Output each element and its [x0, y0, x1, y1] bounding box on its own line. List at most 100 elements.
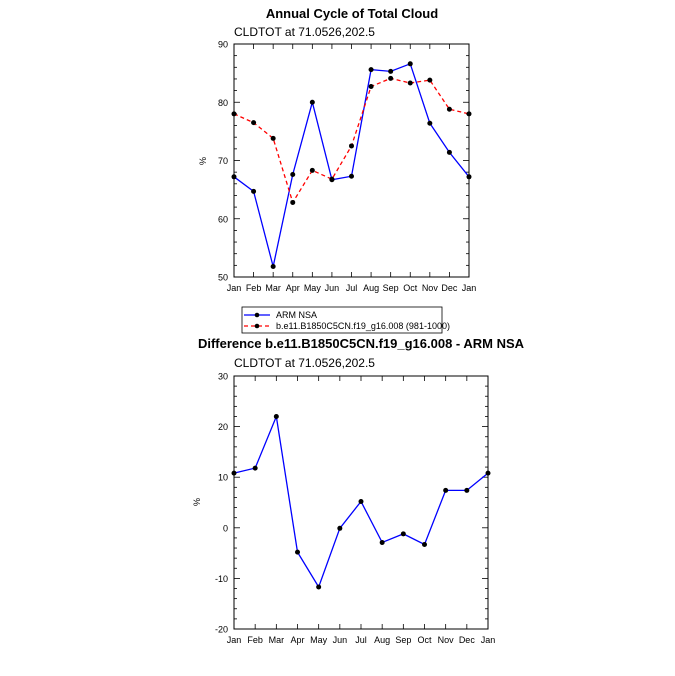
- chart-subtitle: CLDTOT at 71.0526,202.5: [234, 25, 375, 39]
- x-tick-label: Apr: [290, 635, 304, 645]
- data-point: [388, 75, 394, 81]
- data-point: [270, 264, 276, 270]
- data-point: [407, 80, 413, 86]
- data-point: [337, 525, 343, 531]
- data-point: [358, 498, 364, 504]
- data-point: [443, 487, 449, 493]
- x-tick-label: Feb: [246, 283, 262, 293]
- x-tick-labels: Jan Feb Mar Apr May Jun Jul Aug Sep Oct Nov Dec Jan: [227, 283, 477, 293]
- series-group: [231, 413, 491, 590]
- annual-cycle-chart: Annual Cycle of Total Cloud CLDTOT at 71…: [198, 6, 477, 334]
- data-point: [446, 106, 452, 112]
- data-point: [349, 143, 354, 149]
- legend-marker-arm: [254, 312, 260, 318]
- x-tick-label: Nov: [438, 635, 455, 645]
- chart-subtitle: CLDTOT at 71.0526,202.5: [234, 356, 375, 370]
- series-group: [231, 61, 472, 270]
- x-tick-label: Sep: [395, 635, 411, 645]
- data-point: [316, 584, 322, 590]
- data-point: [309, 167, 315, 173]
- x-tick-label: May: [304, 283, 322, 293]
- data-point: [231, 470, 237, 476]
- data-point: [251, 120, 257, 126]
- data-point: [295, 549, 300, 555]
- x-tick-label: Jan: [481, 635, 496, 645]
- x-tick-label: Aug: [374, 635, 390, 645]
- x-tick-label: Sep: [383, 283, 399, 293]
- series-line-0: [233, 62, 470, 267]
- y-tick-label: 70: [218, 156, 228, 166]
- data-point: [446, 149, 452, 155]
- data-point: [400, 531, 406, 537]
- data-point: [231, 111, 237, 117]
- x-tick-label: May: [310, 635, 328, 645]
- chart-title: Difference b.e11.B1850C5CN.f19_g16.008 -…: [198, 336, 525, 351]
- y-axis-label: %: [198, 157, 208, 165]
- data-point: [485, 470, 491, 476]
- y-tick-label: -10: [215, 574, 228, 584]
- data-point: [329, 176, 335, 182]
- y-tick-label: 30: [218, 372, 228, 382]
- data-point: [427, 77, 433, 83]
- x-tick-label: Jan: [227, 283, 242, 293]
- x-tick-label: Jul: [346, 283, 358, 293]
- x-tick-label: Oct: [417, 635, 432, 645]
- y-tick-label: 80: [218, 98, 228, 108]
- difference-chart: Difference b.e11.B1850C5CN.f19_g16.008 -…: [192, 336, 525, 645]
- x-tick-label: Mar: [265, 283, 281, 293]
- x-tick-label: Jan: [462, 283, 477, 293]
- x-tick-label: Apr: [286, 283, 300, 293]
- y-tick-label: -20: [215, 625, 228, 635]
- tick-marks: [233, 375, 489, 630]
- y-tick-label: 50: [218, 273, 228, 283]
- x-tick-label: Oct: [403, 283, 418, 293]
- x-tick-labels: Jan Feb Mar Apr May Jun Jul Aug Sep Oct Nov Dec Jan: [227, 635, 496, 645]
- y-tick-labels: 50 60 70 80 90: [218, 40, 228, 283]
- y-tick-label: 10: [218, 473, 228, 483]
- data-point: [464, 487, 470, 493]
- data-point: [309, 99, 315, 105]
- x-tick-label: Dec: [459, 635, 476, 645]
- data-point: [368, 84, 374, 90]
- data-point: [290, 171, 296, 177]
- y-tick-label: 20: [218, 422, 228, 432]
- data-point: [349, 173, 354, 179]
- x-tick-label: Feb: [247, 635, 263, 645]
- y-tick-labels: -20 -10 0 10 20 30: [215, 372, 228, 635]
- data-point: [368, 67, 374, 73]
- data-point: [290, 199, 296, 205]
- legend: ARM NSA b.e11.B1850C5CN.f19_g16.008 (981…: [241, 306, 450, 334]
- data-point: [251, 188, 257, 194]
- tick-marks: [233, 43, 470, 278]
- chart-title: Annual Cycle of Total Cloud: [266, 6, 438, 21]
- series-line-1: [233, 77, 470, 205]
- legend-box: [241, 306, 443, 334]
- y-tick-label: 90: [218, 40, 228, 50]
- x-tick-label: Nov: [422, 283, 439, 293]
- data-point: [466, 111, 472, 117]
- x-tick-label: Jul: [355, 635, 367, 645]
- legend-label-arm: ARM NSA: [276, 310, 317, 320]
- x-tick-label: Aug: [363, 283, 379, 293]
- y-axis-label: %: [192, 498, 202, 506]
- data-point: [231, 174, 237, 180]
- y-tick-label: 0: [223, 523, 228, 533]
- data-point: [270, 135, 276, 141]
- data-point: [466, 174, 472, 180]
- plot-frame: [233, 43, 470, 278]
- x-tick-label: Mar: [269, 635, 285, 645]
- data-point: [407, 61, 413, 67]
- x-tick-label: Jun: [333, 635, 348, 645]
- data-point: [273, 413, 279, 419]
- y-tick-label: 60: [218, 214, 228, 224]
- x-tick-label: Jan: [227, 635, 242, 645]
- data-point: [427, 120, 433, 126]
- legend-label-model: b.e11.B1850C5CN.f19_g16.008 (981-1000): [276, 321, 450, 331]
- x-tick-label: Jun: [325, 283, 340, 293]
- data-point: [422, 541, 427, 547]
- legend-marker-model: [254, 323, 260, 329]
- data-point: [388, 68, 394, 74]
- x-tick-label: Dec: [441, 283, 458, 293]
- data-point: [252, 465, 258, 471]
